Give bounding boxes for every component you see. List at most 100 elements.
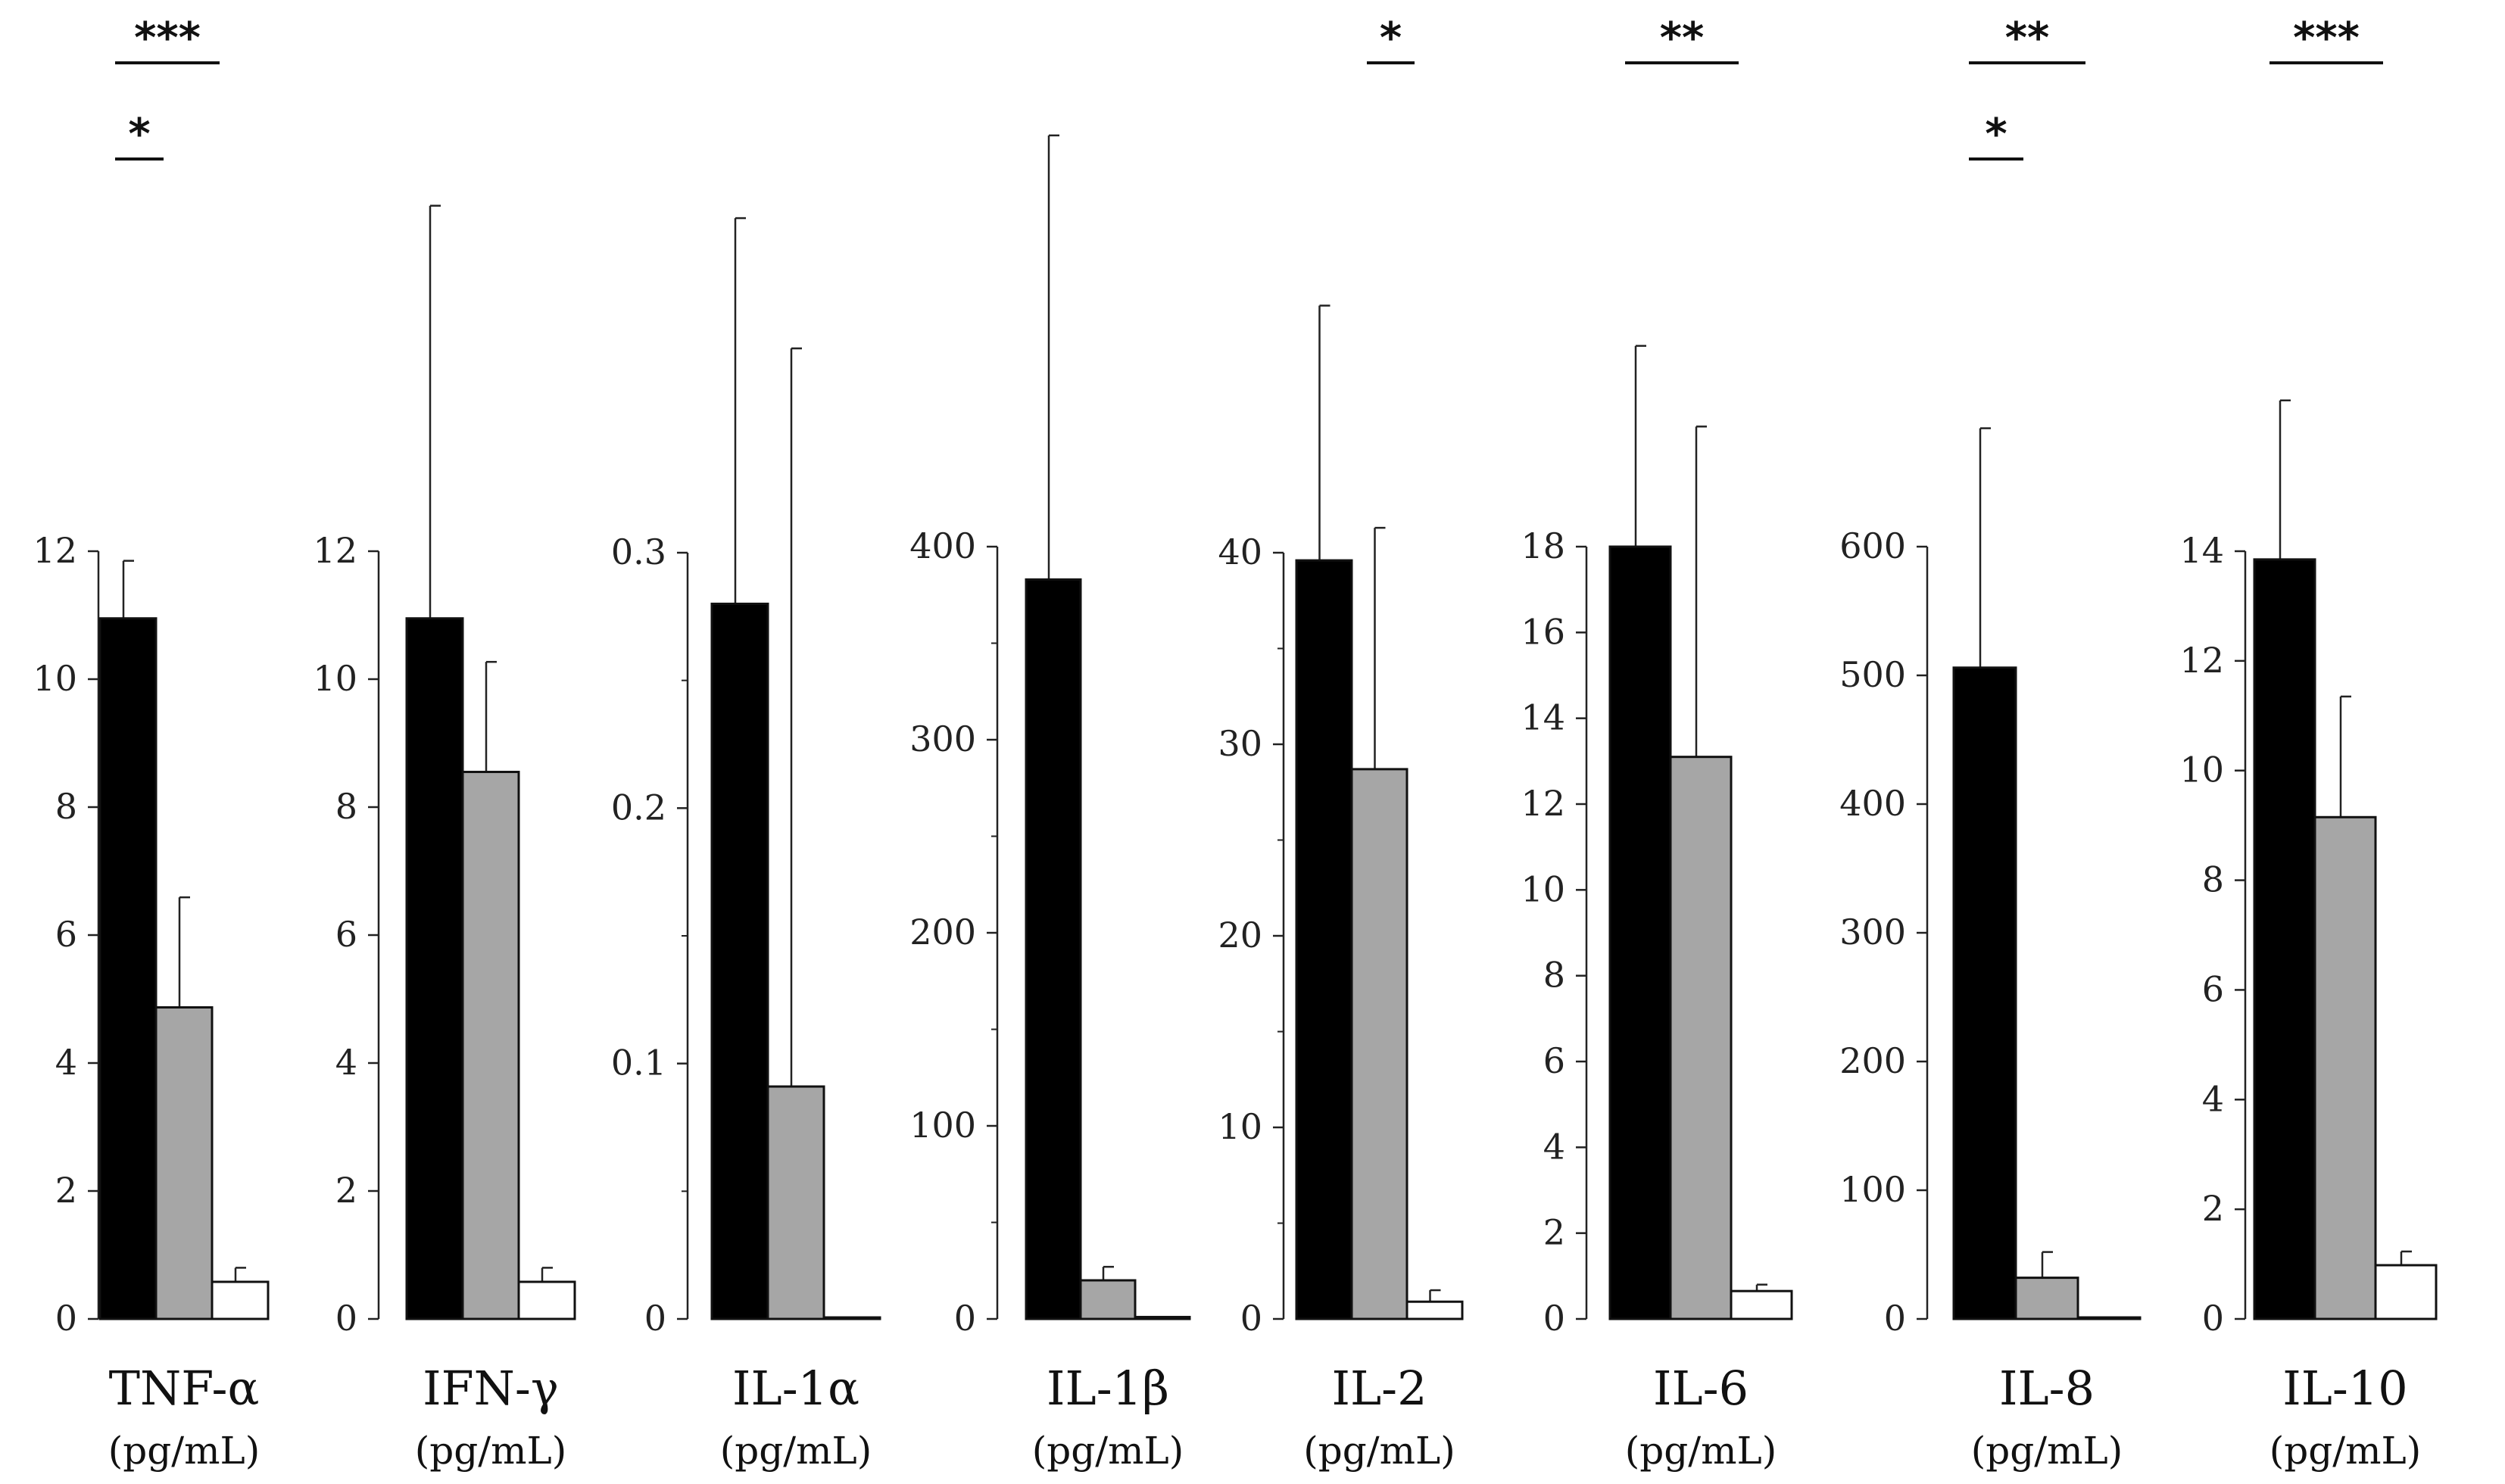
panel-title: IL-1α bbox=[732, 1361, 859, 1416]
bar-group-1 bbox=[405, 617, 464, 1320]
y-tick-label: 4 bbox=[1543, 1126, 1565, 1167]
bar-group-3 bbox=[1730, 1289, 1793, 1320]
y-tick-label: 0 bbox=[335, 1298, 357, 1339]
panel-unit: (pg/mL) bbox=[1625, 1429, 1777, 1473]
y-tick-label: 400 bbox=[1839, 783, 1906, 824]
y-tick-label: 2 bbox=[2202, 1188, 2224, 1229]
y-tick-label: 10 bbox=[2179, 750, 2224, 790]
y-tick-label: 0 bbox=[1543, 1298, 1565, 1339]
y-tick-label: 0 bbox=[1240, 1298, 1262, 1339]
panel-title: IFN-γ bbox=[423, 1361, 559, 1416]
y-tick-label: 12 bbox=[2179, 640, 2224, 681]
y-tick-label: 18 bbox=[1521, 525, 1565, 566]
panel-title: IL-10 bbox=[2282, 1361, 2408, 1416]
bar-group-1 bbox=[1025, 578, 1082, 1320]
bar-group-3 bbox=[1134, 1315, 1191, 1320]
y-tick-label: 400 bbox=[909, 525, 976, 566]
y-tick-label: 2 bbox=[335, 1170, 357, 1211]
significance-label: * bbox=[128, 110, 150, 159]
bar-group-3 bbox=[2076, 1316, 2142, 1320]
bar-group-3 bbox=[822, 1316, 881, 1320]
y-tick-label: 8 bbox=[2202, 859, 2224, 900]
panel-title: TNF-α bbox=[109, 1361, 260, 1416]
bar-group-1 bbox=[1952, 666, 2017, 1320]
bar-group-3 bbox=[2374, 1264, 2438, 1320]
y-tick-label: 100 bbox=[909, 1105, 976, 1146]
y-tick-label: 2 bbox=[1543, 1212, 1565, 1253]
bar-group-1 bbox=[1608, 545, 1672, 1320]
y-tick-label: 10 bbox=[313, 658, 357, 699]
significance-label: * bbox=[1380, 14, 1402, 63]
y-tick-label: 100 bbox=[1839, 1169, 1906, 1210]
y-tick-label: 6 bbox=[335, 914, 357, 955]
bar-group-3 bbox=[211, 1280, 270, 1320]
significance-label: *** bbox=[2293, 14, 2360, 63]
y-tick-label: 14 bbox=[1521, 697, 1565, 738]
y-tick-label: 300 bbox=[909, 719, 976, 759]
significance-label: ** bbox=[1660, 14, 1705, 63]
y-tick-label: 0.1 bbox=[611, 1043, 666, 1083]
y-tick-label: 0 bbox=[1884, 1298, 1906, 1339]
bar-group-2 bbox=[2014, 1277, 2079, 1320]
y-tick-label: 600 bbox=[1839, 525, 1906, 566]
y-tick-label: 12 bbox=[1521, 783, 1565, 824]
y-tick-label: 20 bbox=[1218, 915, 1262, 956]
bar-group-3 bbox=[517, 1280, 576, 1320]
significance-label: *** bbox=[134, 14, 201, 63]
y-tick-label: 10 bbox=[33, 658, 77, 699]
panel-unit: (pg/mL) bbox=[2269, 1429, 2422, 1473]
y-tick-label: 4 bbox=[55, 1042, 77, 1083]
y-tick-label: 4 bbox=[2202, 1078, 2224, 1119]
bar-group-1 bbox=[710, 602, 769, 1320]
significance-label: ** bbox=[2005, 14, 2050, 63]
panel-unit: (pg/mL) bbox=[108, 1429, 260, 1473]
y-tick-label: 12 bbox=[33, 530, 77, 571]
y-tick-label: 6 bbox=[55, 914, 77, 955]
y-tick-label: 0.3 bbox=[611, 532, 666, 572]
y-tick-label: 0 bbox=[55, 1298, 77, 1339]
y-tick-label: 500 bbox=[1839, 654, 1906, 695]
panel-unit: (pg/mL) bbox=[1303, 1429, 1455, 1473]
y-tick-label: 4 bbox=[335, 1042, 357, 1083]
y-tick-label: 8 bbox=[335, 786, 357, 827]
y-tick-label: 0 bbox=[2202, 1298, 2224, 1339]
panel-title: IL-8 bbox=[1999, 1361, 2095, 1416]
y-tick-label: 8 bbox=[55, 786, 77, 827]
y-tick-label: 200 bbox=[909, 912, 976, 952]
y-tick-label: 0 bbox=[954, 1298, 976, 1339]
y-tick-label: 300 bbox=[1839, 912, 1906, 952]
panel-title: IL-2 bbox=[1331, 1361, 1427, 1416]
bar-group-2 bbox=[154, 1005, 214, 1320]
y-tick-label: 14 bbox=[2179, 530, 2224, 571]
y-tick-label: 40 bbox=[1218, 532, 1262, 572]
panel-unit: (pg/mL) bbox=[1032, 1429, 1184, 1473]
y-tick-label: 6 bbox=[1543, 1040, 1565, 1081]
bar-group-1 bbox=[98, 617, 158, 1320]
bar-group-2 bbox=[2313, 815, 2377, 1320]
y-tick-label: 16 bbox=[1521, 611, 1565, 652]
bar-group-3 bbox=[1405, 1300, 1464, 1320]
panel-title: IL-6 bbox=[1653, 1361, 1749, 1416]
y-tick-label: 10 bbox=[1218, 1106, 1262, 1147]
y-tick-label: 0 bbox=[644, 1298, 666, 1339]
panel-unit: (pg/mL) bbox=[720, 1429, 872, 1473]
bar-group-2 bbox=[461, 771, 520, 1320]
panel-title: IL-1β bbox=[1047, 1361, 1169, 1416]
y-tick-label: 12 bbox=[313, 530, 357, 571]
panel-unit: (pg/mL) bbox=[1971, 1429, 2123, 1473]
y-tick-label: 30 bbox=[1218, 723, 1262, 764]
panel-unit: (pg/mL) bbox=[415, 1429, 567, 1473]
y-tick-label: 8 bbox=[1543, 955, 1565, 996]
y-tick-label: 2 bbox=[55, 1170, 77, 1211]
significance-label: * bbox=[1985, 110, 2007, 159]
bar-group-2 bbox=[1079, 1279, 1137, 1320]
y-tick-label: 10 bbox=[1521, 868, 1565, 909]
bar-group-1 bbox=[1295, 559, 1353, 1320]
bar-group-1 bbox=[2253, 558, 2316, 1320]
bar-group-2 bbox=[1350, 768, 1408, 1320]
bar-group-2 bbox=[766, 1085, 825, 1320]
y-tick-label: 0.2 bbox=[611, 787, 666, 828]
y-tick-label: 6 bbox=[2202, 968, 2224, 1009]
y-tick-label: 200 bbox=[1839, 1040, 1906, 1081]
